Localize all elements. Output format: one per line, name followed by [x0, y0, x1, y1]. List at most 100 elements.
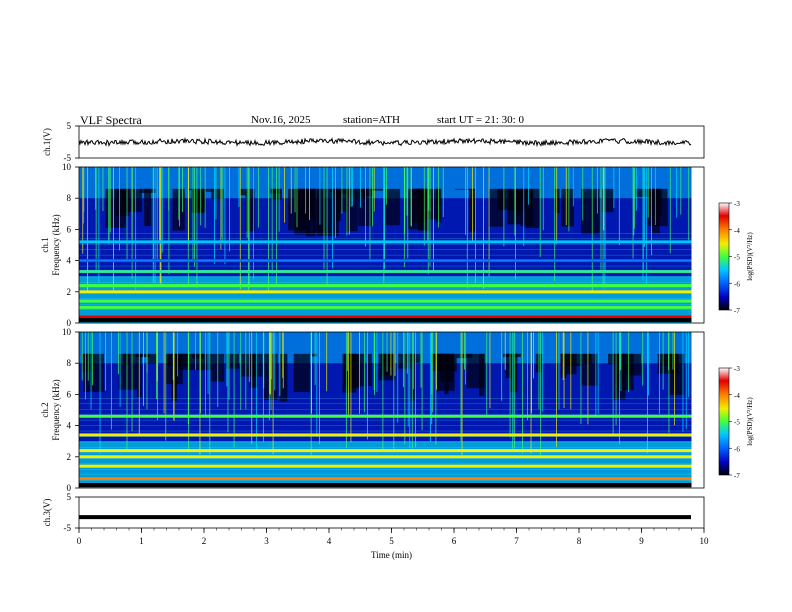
spectrogram-dark-patch [240, 188, 248, 196]
colorbar-tick-label: -4 [734, 392, 740, 400]
figure-title: VLF Spectra [80, 113, 142, 127]
y-tick-label: 5 [67, 121, 72, 131]
spectrogram-dark-patch [191, 188, 205, 214]
spectral-band [79, 315, 692, 319]
spectral-band [79, 455, 692, 459]
spectrogram-dark-patch [367, 353, 372, 386]
panel-frame [78, 166, 705, 324]
dc-band [79, 318, 692, 322]
spectrogram-dark-patch [444, 353, 449, 395]
x-tick-label: 8 [577, 536, 582, 546]
spectrogram-dark-patch [336, 188, 349, 212]
colorbar-label: log(PSD)(V²/Hz) [746, 397, 754, 446]
y-tick-label: 4 [67, 421, 72, 431]
x-tick-label: 9 [639, 536, 644, 546]
colorbar-tick-label: -6 [734, 445, 740, 453]
spectral-band [79, 290, 692, 294]
spectrogram-dark-patch [316, 188, 339, 236]
spectrogram-dark-patch [455, 188, 475, 190]
spectral-band [79, 449, 692, 453]
x-axis-label: Time (min) [371, 550, 412, 560]
x-tick-label: 5 [389, 536, 394, 546]
start-time-label: start UT = 21: 30: 0 [437, 114, 524, 126]
spectrogram-dark-patch [497, 188, 512, 211]
spectrogram-dark-patch [205, 188, 216, 192]
colorbar-tick-label: -5 [734, 419, 740, 427]
y-tick-label: 10 [62, 162, 72, 172]
x-tick-label: 1 [139, 536, 144, 546]
spectrogram-dark-patch [581, 353, 598, 386]
spectral-band [79, 299, 692, 303]
spectrogram-lower-band [79, 441, 692, 488]
panel-frame [78, 331, 705, 489]
spectral-band [79, 433, 692, 437]
colorbar-tick-label: -5 [734, 254, 740, 262]
y-axis-label: ch.1(V) [42, 128, 52, 156]
y-axis-label-channel: ch.2 [40, 402, 50, 417]
spectrogram-dark-patch [478, 353, 485, 397]
spectrogram-dark-patch [521, 188, 533, 202]
spectrogram-dark-patch [378, 353, 395, 381]
y-tick-label: 0 [67, 318, 72, 328]
y-tick-label: 5 [67, 492, 72, 502]
x-tick-label: 7 [514, 536, 519, 546]
spectral-band [79, 240, 692, 244]
y-tick-label: 4 [67, 256, 72, 266]
date-label: Nov.16, 2025 [251, 114, 311, 126]
colorbar [718, 367, 730, 476]
dc-band [79, 483, 692, 487]
spectrogram-dark-patch [245, 188, 255, 232]
colorbar [718, 202, 730, 311]
colorbar-label: log(PSD)(V²/Hz) [746, 232, 754, 281]
x-tick-label: 3 [264, 536, 269, 546]
spectrogram-dark-patch [608, 353, 617, 365]
y-axis-label: ch.3(V) [42, 499, 52, 527]
spectral-band [79, 284, 692, 288]
spectrogram-dark-patch [581, 188, 600, 235]
spectrogram-dark-patch [135, 353, 150, 358]
y-tick-label: 8 [67, 193, 72, 203]
spectrogram-dark-patch [413, 188, 432, 196]
y-tick-label: -5 [64, 523, 72, 533]
spectrogram-dark-patch [510, 353, 518, 393]
colorbar-tick-label: -4 [734, 227, 740, 235]
spectrogram-dark-patch [431, 353, 449, 371]
colorbar-tick-label: -6 [734, 280, 740, 288]
panel-frame [78, 496, 705, 529]
x-tick-label: 0 [77, 536, 82, 546]
spectrogram-dark-patch [293, 353, 310, 392]
y-tick-label: 6 [67, 224, 72, 234]
spectrogram-dark-patch [661, 353, 674, 367]
spectrogram-dark-patch [118, 353, 138, 390]
spectral-band [79, 305, 692, 309]
x-tick-label: 2 [202, 536, 207, 546]
spectral-band [79, 414, 692, 418]
spectrogram-dark-patch [363, 188, 384, 191]
panel-frame [78, 125, 705, 159]
y-tick-label: 8 [67, 358, 72, 368]
x-tick-label: 10 [700, 536, 710, 546]
colorbar-tick-label: -3 [734, 365, 740, 373]
colorbar-tick-label: -3 [734, 200, 740, 208]
y-tick-label: 0 [67, 483, 72, 493]
spectrogram-dark-patch [601, 188, 614, 213]
station-label: station=ATH [343, 114, 400, 126]
y-tick-label: 2 [67, 452, 72, 462]
spectrogram-dark-patch [144, 188, 152, 227]
y-tick-label: -5 [64, 153, 72, 163]
spectrogram-dark-patch [345, 353, 361, 389]
y-axis-label-channel: ch.1 [40, 237, 50, 252]
colorbar-tick-label: -7 [734, 472, 740, 480]
spectrogram-dark-patch [147, 353, 158, 364]
spectrogram-dark-patch [178, 353, 188, 355]
y-tick-label: 2 [67, 287, 72, 297]
y-tick-label: 10 [62, 327, 72, 337]
spectral-band [79, 464, 692, 468]
spectrogram-dark-patch [306, 188, 316, 237]
spectrogram-dark-patch [555, 188, 560, 214]
spectrogram-dark-patch [561, 188, 575, 227]
spectrogram-dark-patch [647, 188, 668, 227]
y-axis-label-frequency: Frequency (kHz) [51, 379, 61, 440]
